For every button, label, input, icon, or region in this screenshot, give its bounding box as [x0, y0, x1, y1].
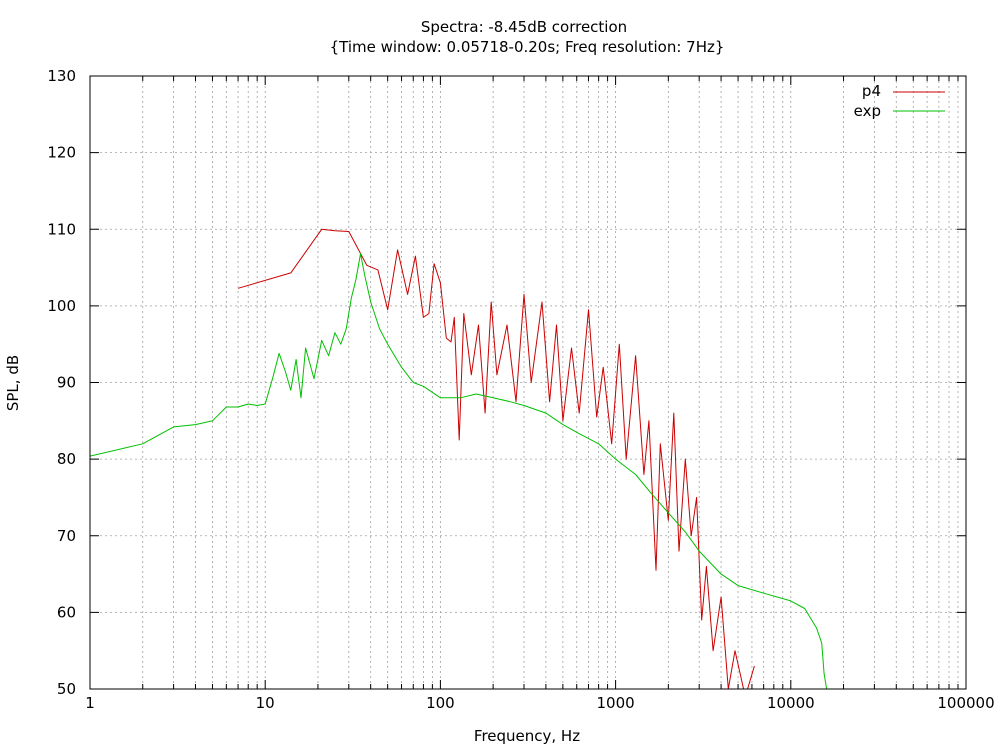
legend-label-exp: exp: [854, 102, 881, 120]
series-layer: [90, 228, 828, 689]
series-line-exp: [90, 253, 828, 689]
y-tick-label: 50: [57, 680, 76, 698]
x-tick-label: 1000: [597, 694, 635, 712]
y-tick-label: 80: [57, 450, 76, 468]
y-tick-label: 130: [47, 67, 76, 85]
legend: p4 exp: [854, 82, 945, 120]
y-tick-label: 60: [57, 603, 76, 621]
chart-title: Spectra: -8.45dB correction: [421, 18, 627, 36]
grid-lines: [90, 76, 966, 689]
y-tick-label: 100: [47, 297, 76, 315]
y-axis-label: SPL, dB: [4, 355, 22, 411]
legend-label-p4: p4: [862, 82, 881, 100]
x-tick-label: 100: [426, 694, 455, 712]
series-line-p4: [237, 228, 755, 689]
y-tick-label: 110: [47, 220, 76, 238]
x-tick-label: 10: [256, 694, 275, 712]
x-tick-label: 10000: [767, 694, 815, 712]
y-tick-label: 90: [57, 374, 76, 392]
axis-ticks: 1 10 100 1000 10000 1000005060708090100110120…: [47, 67, 994, 712]
chart-subtitle: {Time window: 0.05718-0.20s; Freq resolu…: [330, 38, 725, 56]
y-tick-label: 70: [57, 527, 76, 545]
y-tick-label: 120: [47, 144, 76, 162]
x-tick-label: 100000: [937, 694, 994, 712]
x-axis-label: Frequency, Hz: [474, 727, 580, 745]
x-tick-label: 1: [85, 694, 95, 712]
